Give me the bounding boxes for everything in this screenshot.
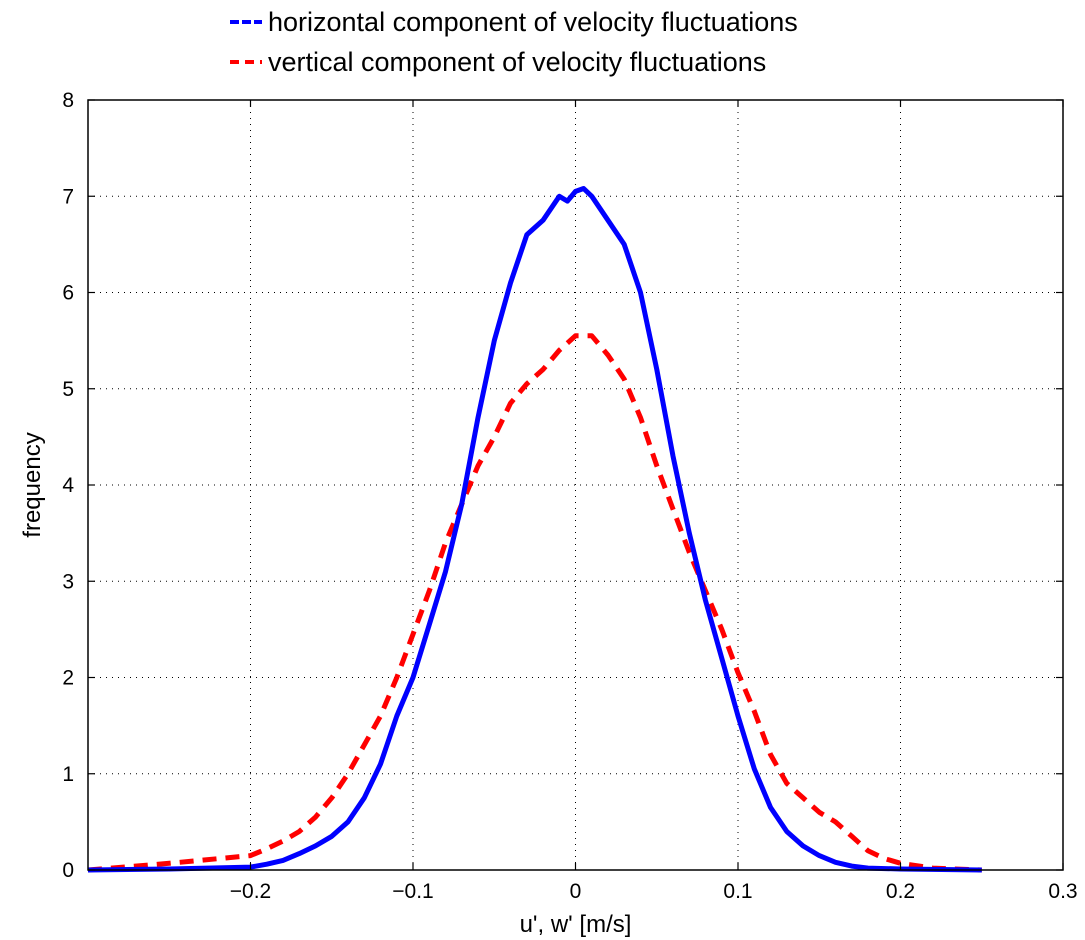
vertical-series-line: [87, 333, 982, 873]
y-tick-label: 1: [62, 763, 74, 786]
horizontal-series-line: [87, 186, 982, 873]
x-tick-label: 0.2: [886, 880, 915, 903]
series-layer: [87, 186, 982, 873]
y-tick-label: 0: [62, 859, 74, 882]
y-tick-label: 6: [62, 282, 74, 305]
x-tick-label: 0.1: [723, 880, 752, 903]
y-tick-label: 8: [62, 89, 74, 112]
y-tick-label: 3: [62, 570, 74, 593]
ticks: −0.2 −0.1 0 0.1 0.2 0.3 0 1 2 3 4 5 6 7 8: [62, 89, 1077, 903]
legend-label-horizontal: horizontal component of velocity fluctua…: [268, 7, 798, 37]
legend-label-vertical: vertical component of velocity fluctuati…: [268, 47, 766, 77]
legend: horizontal component of velocity fluctua…: [230, 7, 798, 77]
y-tick-label: 5: [62, 378, 74, 401]
x-tick-label: 0: [570, 880, 582, 903]
y-tick-label: 7: [62, 185, 74, 208]
y-tick-label: 4: [62, 474, 74, 497]
x-tick-label: −0.2: [230, 880, 271, 903]
y-axis-label: frequency: [19, 432, 46, 537]
grid: [88, 100, 1063, 870]
x-tick-label: −0.1: [392, 880, 433, 903]
x-tick-label: 0.3: [1048, 880, 1077, 903]
x-axis-label: u', w' [m/s]: [520, 911, 632, 938]
y-tick-label: 2: [62, 667, 74, 690]
